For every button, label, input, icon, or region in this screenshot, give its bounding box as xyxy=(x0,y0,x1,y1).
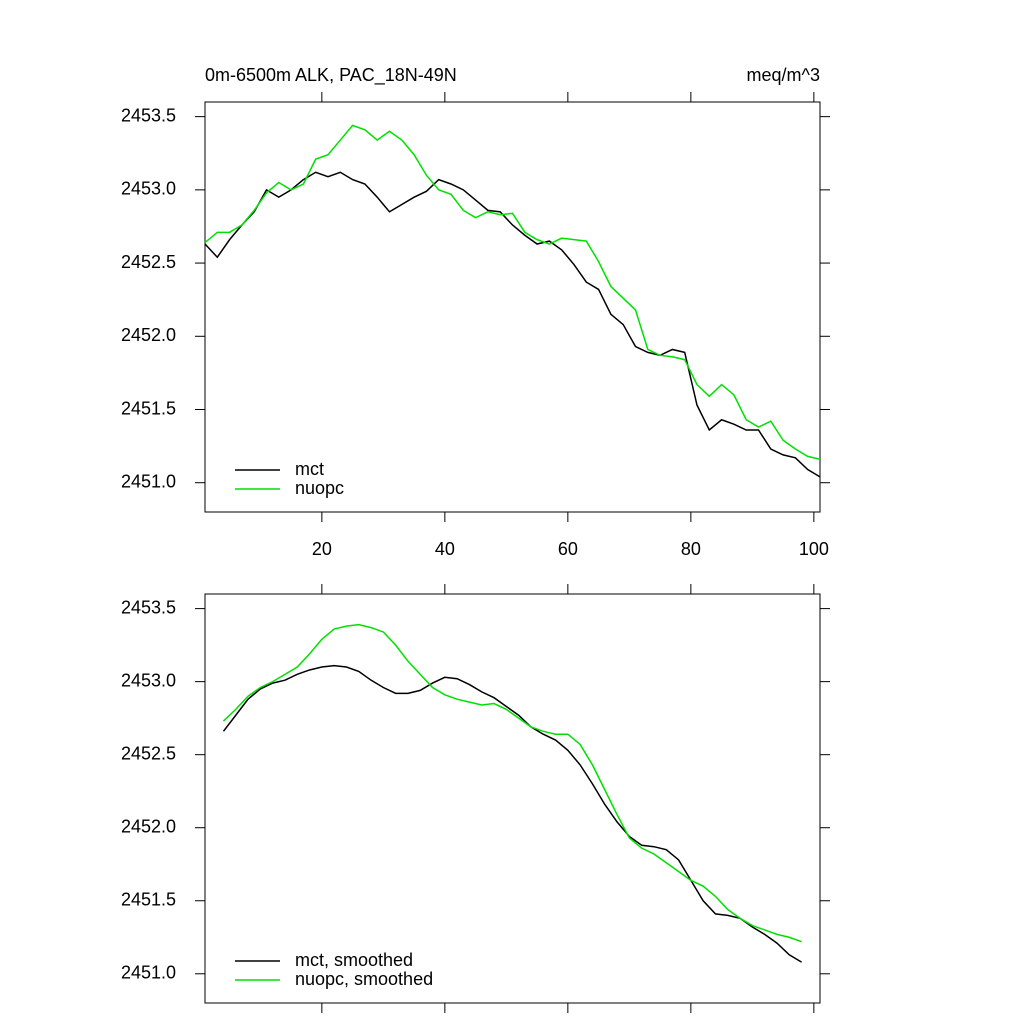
plot-frame xyxy=(204,593,821,1004)
units-label: meq/m^3 xyxy=(747,65,820,85)
data-line xyxy=(204,124,821,461)
legend-label: mct xyxy=(295,459,324,479)
legend-label: nuopc, smoothed xyxy=(295,969,433,989)
data-line xyxy=(204,171,821,478)
legend-label: mct, smoothed xyxy=(295,950,413,970)
chart-title: 0m-6500m ALK, PAC_18N-49N xyxy=(205,65,457,86)
y-tick-label: 2451.0 xyxy=(121,471,176,491)
y-tick-label: 2453.0 xyxy=(121,179,176,199)
plot-frame xyxy=(204,101,821,513)
y-tick-label: 2453.5 xyxy=(121,105,176,125)
y-tick-label: 2452.0 xyxy=(121,816,176,836)
y-tick-label: 2451.5 xyxy=(121,398,176,418)
y-tick-label: 2451.5 xyxy=(121,890,176,910)
legend-label: nuopc xyxy=(295,478,344,498)
data-line xyxy=(222,623,802,943)
x-tick-label: 60 xyxy=(558,539,578,559)
data-line xyxy=(222,664,802,963)
y-tick-label: 2453.5 xyxy=(121,597,176,617)
y-tick-label: 2452.0 xyxy=(121,325,176,345)
x-tick-label: 40 xyxy=(435,539,455,559)
y-tick-label: 2452.5 xyxy=(121,252,176,272)
x-tick-label: 100 xyxy=(799,539,829,559)
y-tick-label: 2452.5 xyxy=(121,743,176,763)
x-tick-label: 80 xyxy=(681,539,701,559)
y-tick-label: 2451.0 xyxy=(121,963,176,983)
x-tick-label: 20 xyxy=(312,539,332,559)
y-tick-label: 2453.0 xyxy=(121,670,176,690)
